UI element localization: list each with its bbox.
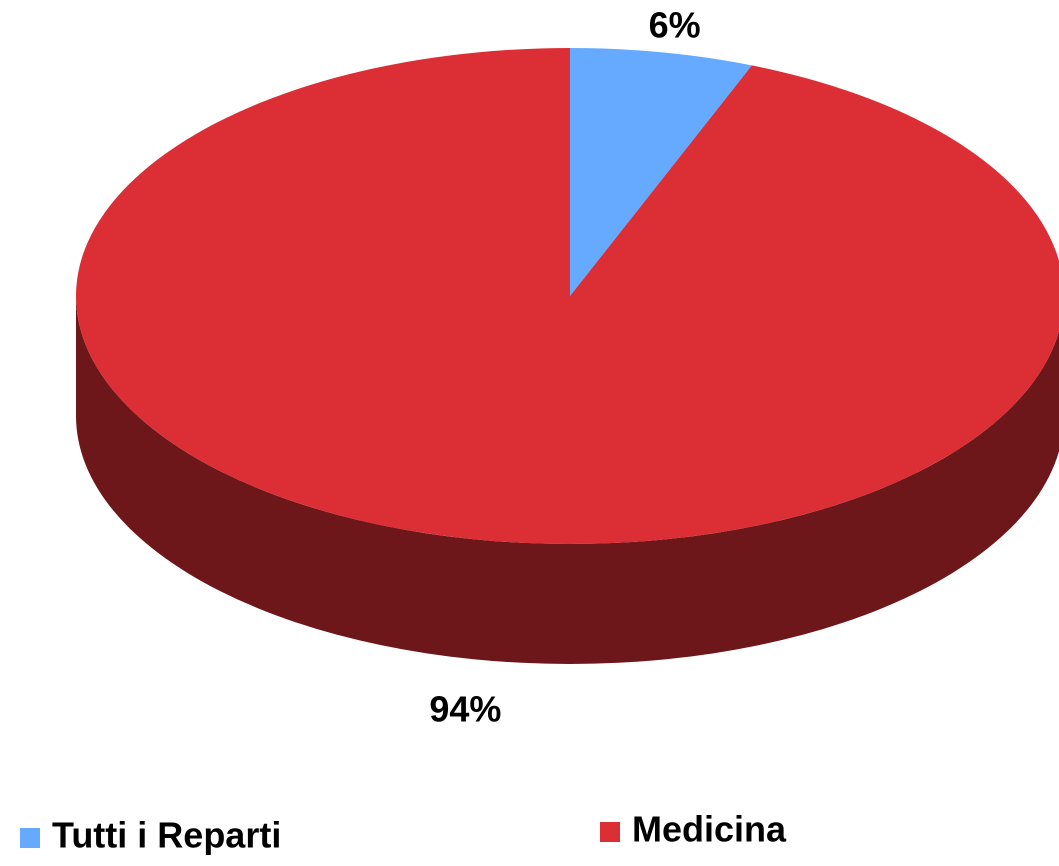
legend-label: Medicina (632, 809, 787, 850)
legend-label: Tutti i Reparti (52, 815, 281, 856)
pie-slice (570, 48, 752, 296)
legend-swatch (600, 822, 620, 842)
data-label: 94% (429, 688, 501, 729)
legend-swatch (20, 828, 40, 848)
data-label: 6% (649, 5, 701, 46)
pie-slice (76, 48, 1059, 544)
pie-side (76, 296, 1059, 664)
